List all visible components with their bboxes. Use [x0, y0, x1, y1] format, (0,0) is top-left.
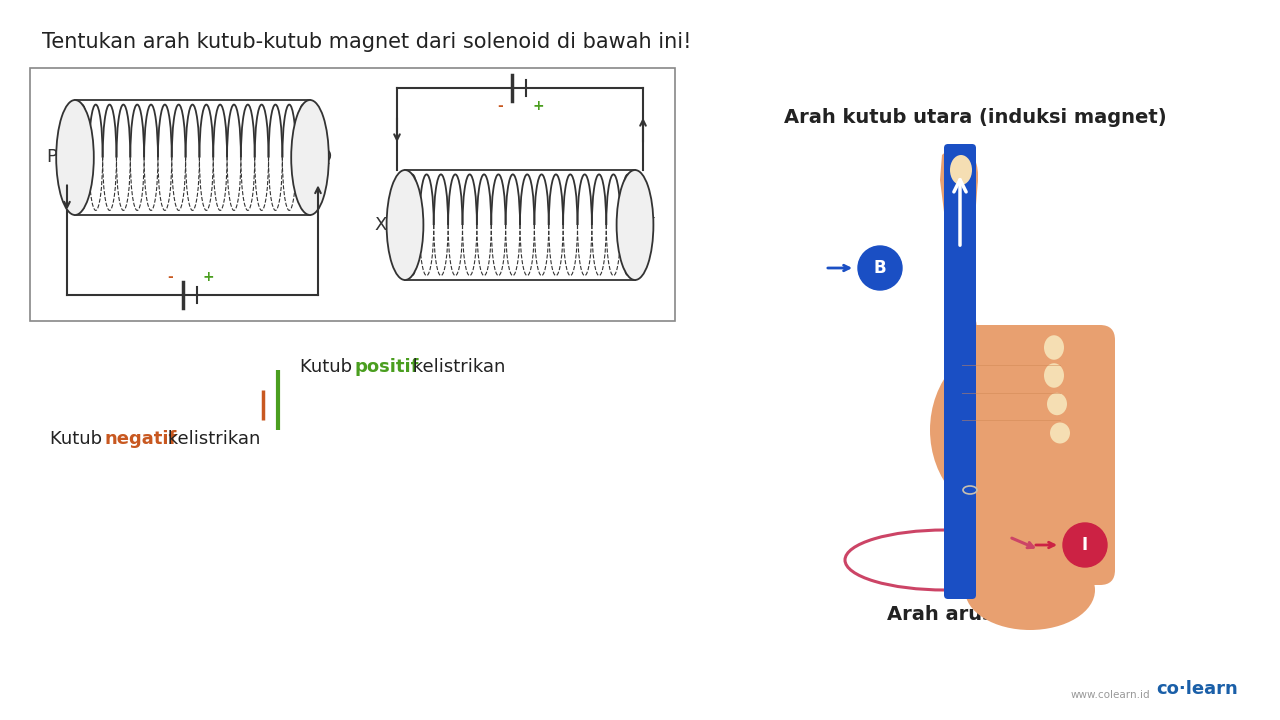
Text: P: P	[46, 148, 58, 166]
FancyBboxPatch shape	[963, 413, 1083, 453]
Text: -: -	[168, 270, 173, 284]
Text: www.colearn.id: www.colearn.id	[1070, 690, 1149, 700]
Text: Arah arus listrik: Arah arus listrik	[887, 605, 1064, 624]
Text: Kutub: Kutub	[300, 358, 358, 376]
Text: X: X	[375, 216, 387, 234]
Text: -: -	[497, 99, 503, 113]
Text: kelistrikan: kelistrikan	[163, 430, 260, 448]
FancyBboxPatch shape	[957, 325, 1076, 370]
Circle shape	[858, 246, 902, 290]
Circle shape	[1062, 523, 1107, 567]
Bar	[29, 68, 675, 321]
Ellipse shape	[947, 305, 977, 355]
FancyBboxPatch shape	[957, 353, 1076, 398]
Text: +: +	[532, 99, 544, 113]
FancyBboxPatch shape	[960, 383, 1080, 425]
Text: Tentukan arah kutub-kutub magnet dari solenoid di bawah ini!: Tentukan arah kutub-kutub magnet dari so…	[42, 32, 691, 52]
Text: positif: positif	[355, 358, 420, 376]
Text: kelistrikan: kelistrikan	[407, 358, 506, 376]
Ellipse shape	[950, 155, 972, 185]
FancyBboxPatch shape	[945, 325, 1115, 585]
Text: co·learn: co·learn	[1156, 680, 1238, 698]
Text: B: B	[874, 259, 886, 277]
Text: I: I	[1082, 536, 1088, 554]
Text: Q: Q	[317, 148, 332, 166]
Text: Arah kutub utara (induksi magnet): Arah kutub utara (induksi magnet)	[783, 108, 1166, 127]
Ellipse shape	[1050, 423, 1070, 444]
FancyBboxPatch shape	[945, 144, 977, 599]
Ellipse shape	[56, 100, 93, 215]
Text: negatif: negatif	[105, 430, 178, 448]
Ellipse shape	[1047, 393, 1068, 415]
Text: +: +	[202, 270, 214, 284]
Text: Kutub: Kutub	[50, 430, 108, 448]
Ellipse shape	[931, 340, 1091, 520]
Ellipse shape	[1044, 336, 1064, 360]
Ellipse shape	[387, 170, 424, 280]
Ellipse shape	[1044, 364, 1064, 388]
Ellipse shape	[942, 148, 978, 202]
Polygon shape	[940, 148, 978, 238]
Text: Y: Y	[643, 216, 654, 234]
Ellipse shape	[617, 170, 653, 280]
Ellipse shape	[965, 550, 1094, 630]
Ellipse shape	[292, 100, 329, 215]
